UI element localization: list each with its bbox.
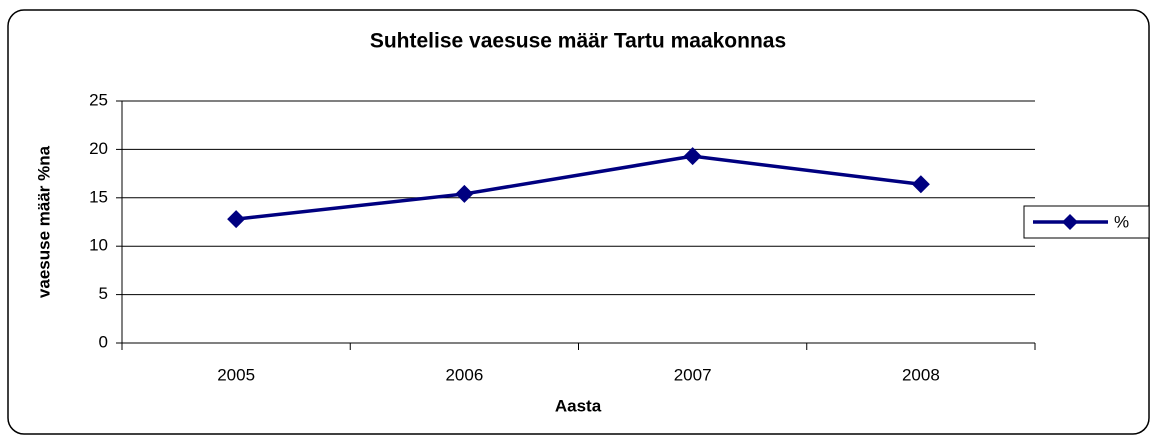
- y-tick-label: 5: [99, 284, 108, 303]
- legend-marker: [1062, 214, 1078, 230]
- x-axis-label: Aasta: [555, 396, 602, 415]
- x-tick-label: 2008: [902, 365, 940, 384]
- y-tick-label: 0: [99, 332, 108, 351]
- y-tick-label: 10: [89, 236, 108, 255]
- y-tick-label: 15: [89, 187, 108, 206]
- y-axis-label: vaesuse määr %na: [34, 145, 53, 298]
- y-tick-label: 20: [89, 139, 108, 158]
- point-marker: [227, 210, 246, 229]
- chart-title: Suhtelise vaesuse määr Tartu maakonnas: [370, 30, 786, 53]
- x-tick-label: 2005: [217, 365, 255, 384]
- chart-frame: [7, 9, 1150, 435]
- y-tick-label: 25: [89, 90, 108, 109]
- x-tick-label: 2007: [674, 365, 712, 384]
- series-line: [235, 154, 922, 221]
- point-marker: [683, 147, 702, 166]
- point-marker: [911, 175, 930, 194]
- legend-label: %: [1114, 212, 1129, 231]
- point-marker: [455, 184, 474, 203]
- x-tick-label: 2006: [445, 365, 483, 384]
